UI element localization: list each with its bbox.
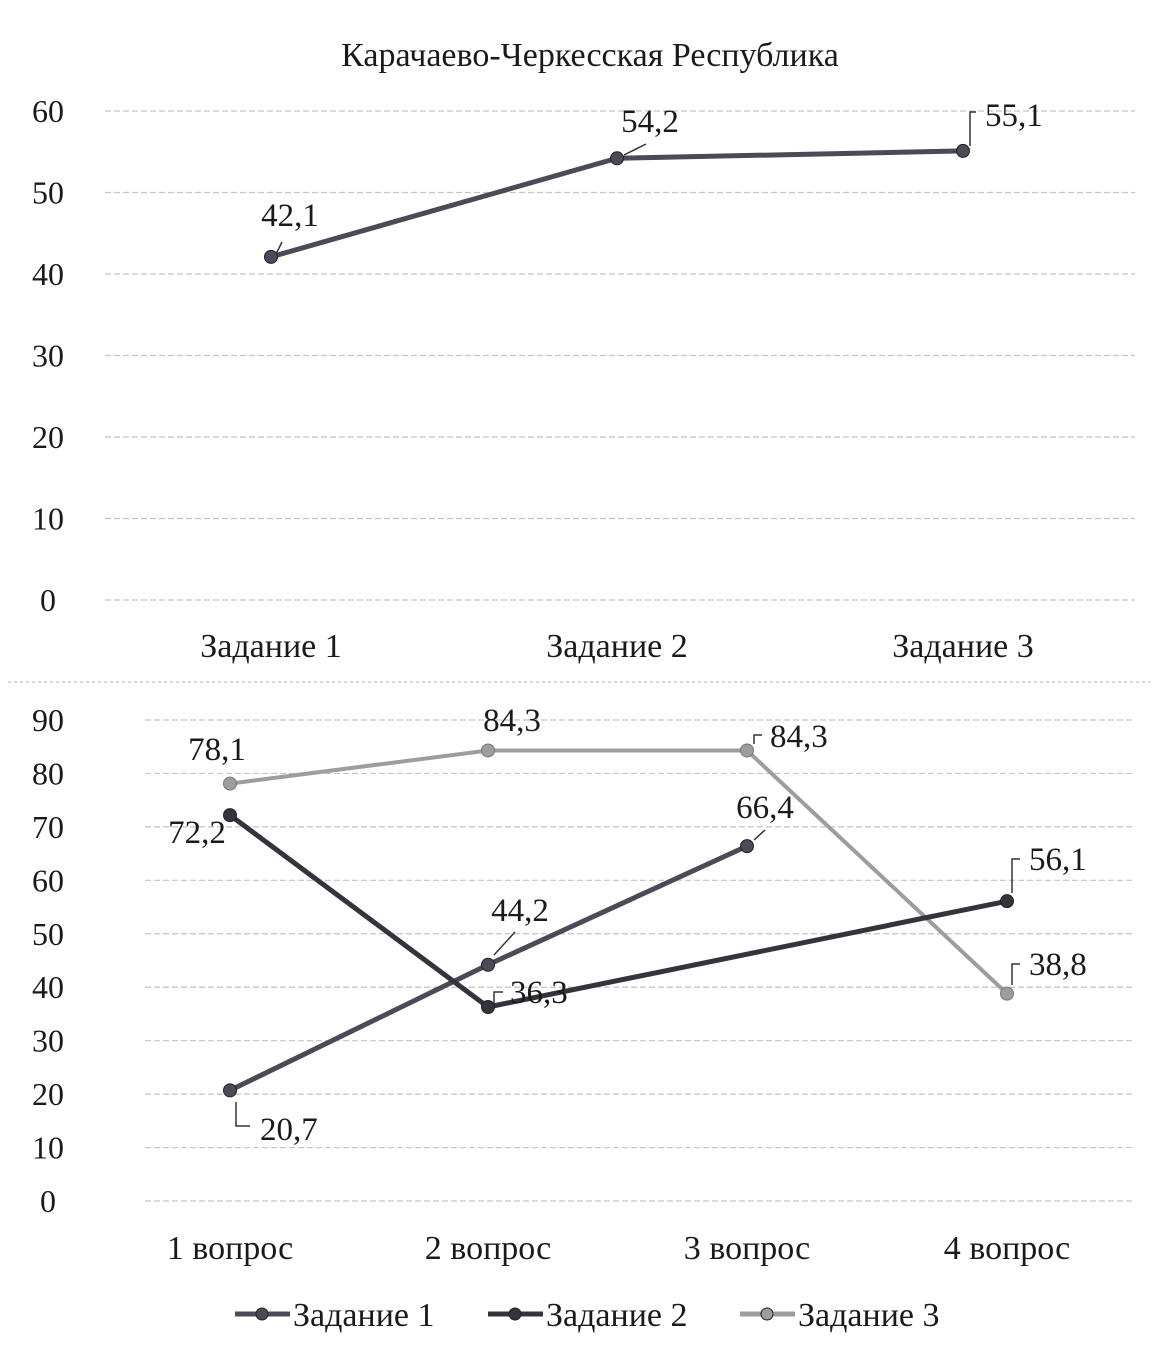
data-point — [740, 743, 754, 758]
data-label: 36,3 — [510, 975, 568, 1011]
data-point — [481, 957, 495, 972]
data-label: 54,2 — [621, 104, 679, 140]
y-tick-label: 50 — [32, 916, 64, 952]
x-tick-label: 4 вопрос — [944, 1230, 1070, 1267]
data-label: 84,3 — [483, 703, 541, 739]
data-point — [956, 143, 970, 158]
label-leader — [1011, 963, 1020, 985]
x-tick-label: 3 вопрос — [684, 1230, 810, 1267]
legend: Задание 1 Задание 2 Задание 3 — [235, 1297, 940, 1334]
series-line — [270, 148, 964, 260]
data-point — [610, 151, 624, 166]
y-tick-label: 20 — [32, 419, 64, 455]
legend-marker — [760, 1307, 774, 1321]
y-tick-label: 60 — [32, 93, 64, 129]
data-point — [740, 839, 754, 854]
legend-label: Задание 3 — [798, 1297, 940, 1334]
label-leader — [623, 143, 647, 156]
y-tick-label: 20 — [32, 1076, 64, 1112]
y-tick-label: 40 — [32, 256, 64, 292]
data-label: 66,4 — [736, 790, 794, 826]
label-leader — [493, 991, 503, 1004]
y-tick-label: 0 — [40, 582, 56, 618]
legend-label: Задание 2 — [546, 1297, 688, 1334]
label-leader — [1011, 858, 1020, 893]
data-point — [481, 743, 495, 758]
data-label: 78,1 — [188, 732, 246, 768]
y-tick-label: 70 — [32, 809, 64, 845]
y-tick-label: 80 — [32, 755, 64, 791]
data-label: 44,2 — [491, 893, 549, 929]
x-tick-label: Задание 3 — [892, 628, 1034, 665]
y-tick-label: 30 — [32, 338, 64, 374]
data-point — [223, 808, 237, 823]
series-line — [229, 748, 1009, 996]
label-leader — [275, 241, 283, 255]
data-label: 84,3 — [770, 719, 828, 755]
data-point — [1000, 894, 1014, 909]
legend-label: Задание 1 — [293, 1297, 435, 1334]
data-point — [1000, 986, 1014, 1001]
data-label: 55,1 — [985, 98, 1043, 134]
data-point — [264, 249, 278, 264]
label-leader — [493, 931, 516, 956]
data-label: 38,8 — [1029, 947, 1087, 983]
data-point — [481, 999, 495, 1014]
legend-marker — [508, 1307, 522, 1321]
data-label: 42,1 — [261, 198, 319, 234]
x-tick-label: 2 вопрос — [425, 1230, 551, 1267]
data-label: 56,1 — [1029, 842, 1087, 878]
y-tick-label: 50 — [32, 175, 64, 211]
y-tick-label: 0 — [40, 1183, 56, 1219]
y-tick-label: 40 — [32, 969, 64, 1005]
data-label: 20,7 — [260, 1112, 318, 1148]
y-tick-label: 60 — [32, 862, 64, 898]
label-leader — [235, 1102, 250, 1127]
label-leader — [969, 111, 976, 146]
data-label: 72,2 — [168, 815, 226, 851]
x-tick-label: 1 вопрос — [167, 1230, 293, 1267]
data-point — [223, 1083, 237, 1098]
x-tick-label: Задание 1 — [200, 628, 342, 665]
data-point — [223, 776, 237, 791]
y-tick-label: 30 — [32, 1023, 64, 1059]
label-leader — [753, 734, 762, 744]
y-tick-label: 10 — [32, 1130, 64, 1166]
chart-title: Карачаево-Черкесская Республика — [341, 37, 839, 74]
series-line — [228, 813, 1008, 1010]
y-tick-label: 90 — [32, 702, 64, 738]
legend-marker — [255, 1307, 269, 1321]
y-tick-label: 10 — [32, 501, 64, 537]
x-tick-label: Задание 2 — [546, 628, 688, 665]
label-leader — [753, 829, 766, 841]
